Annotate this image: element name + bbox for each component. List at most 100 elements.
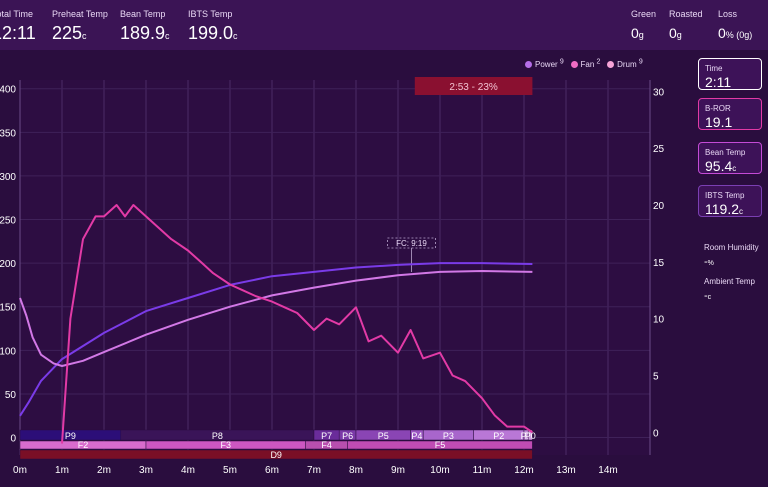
x-tick-label: 9m — [391, 465, 405, 476]
phase-label: F3 — [221, 440, 232, 450]
loss-value: 0 — [718, 25, 726, 41]
green-weight-stat: Green 0g — [631, 9, 656, 46]
x-tick-label: 13m — [556, 465, 575, 476]
preheat-temp-stat: Preheat Temp 225c — [52, 9, 108, 47]
room-humidity-label: Room Humidity — [704, 243, 759, 252]
loss-stat: Loss 0% (0g) — [718, 9, 752, 46]
phase-label: P2 — [493, 431, 504, 441]
bean-temp-card-unit: c — [732, 164, 737, 173]
b-ror-card-label: B-ROR — [705, 104, 731, 113]
phase-label: P4 — [411, 431, 422, 441]
preheat-temp-label: Preheat Temp — [52, 9, 108, 19]
y-right-tick-label: 10 — [653, 315, 665, 326]
y-left-tick-label: 350 — [0, 128, 16, 139]
time-card[interactable]: Time 2:11 — [698, 58, 762, 90]
b-ror-card-value: 19.1 — [705, 114, 733, 130]
bean-temp-card-value: 95.4 — [705, 158, 733, 174]
room-humidity-unit: % — [707, 260, 714, 267]
banner-bar — [414, 77, 533, 95]
roast-chart: 0m 1m 2m 3m 4m 5m 6m 7m 8m 9m 10m 11m 12m 13m 14m05010… — [0, 77, 665, 476]
x-tick-label: 4m — [181, 465, 195, 476]
bean-temp-card[interactable]: Bean Temp 95.4c — [698, 142, 762, 174]
series-line — [19, 270, 533, 367]
phase-label: P0 — [525, 431, 536, 441]
phase-segment — [19, 449, 533, 460]
roasted-weight-stat: Roasted 0g — [669, 9, 703, 46]
y-left-tick-label: 400 — [0, 85, 16, 96]
ibts-temp-label: IBTS Temp — [188, 9, 233, 19]
drum-dot-icon — [607, 61, 615, 69]
y-left-tick-label: 100 — [0, 346, 16, 357]
ibts-temp-card-value: 119.2 — [705, 201, 739, 217]
x-tick-label: 7m — [307, 465, 321, 476]
ibts-temp-value: 199.0 — [188, 23, 234, 43]
x-tick-label: 14m — [598, 465, 617, 476]
x-tick-label: 3m — [139, 465, 153, 476]
plot-background — [20, 80, 650, 455]
preheat-temp-unit: c — [82, 31, 87, 41]
legend-power-label: Power — [535, 59, 558, 69]
legend-power-value: 9 — [559, 58, 564, 65]
x-tick-label: 8m — [349, 465, 363, 476]
ibts-temp-unit: c — [233, 31, 238, 41]
green-weight-label: Green — [631, 9, 657, 19]
x-tick-label: 11m — [473, 465, 492, 476]
y-right-tick-label: 30 — [653, 87, 665, 98]
sidebar: Time 2:11 B-ROR 19.1 Bean Temp 95.4c IBT… — [692, 50, 768, 487]
legend-fan-value: 2 — [596, 58, 601, 65]
banner-text: 2:53 - 23% — [449, 82, 497, 93]
ambient-temp-value: - — [704, 290, 708, 302]
y-left-tick-label: 300 — [0, 172, 16, 183]
phase-label: F4 — [321, 440, 332, 450]
total-time-value: 12:11 — [0, 23, 36, 43]
y-left-tick-label: 250 — [0, 216, 16, 227]
roasted-weight-value: 0 — [669, 25, 677, 41]
series-line — [19, 262, 533, 417]
phase-label: P5 — [378, 431, 389, 441]
power-dot-icon — [525, 61, 532, 69]
ibts-temp-card[interactable]: IBTS Temp 119.2c — [698, 185, 762, 217]
x-tick-label: 10m — [430, 465, 449, 476]
legend-drum-label: Drum — [617, 59, 637, 69]
ibts-temp-card-label: IBTS Temp — [705, 191, 745, 200]
loss-label: Loss — [718, 9, 738, 19]
legend-power[interactable]: Power 9 — [525, 58, 564, 69]
roasted-weight-unit: g — [676, 30, 682, 40]
green-weight-unit: g — [638, 30, 644, 40]
b-ror-card[interactable]: B-ROR 19.1 — [698, 98, 762, 130]
y-right-tick-label: 25 — [653, 144, 665, 155]
bean-temp-value: 189.9 — [120, 23, 166, 43]
ambient-temp-label: Ambient Temp — [704, 277, 755, 286]
y-left-tick-label: 150 — [0, 303, 16, 314]
x-tick-label: 6m — [265, 465, 279, 476]
y-right-tick-label: 0 — [653, 428, 659, 439]
x-tick-label: 1m — [55, 465, 69, 476]
fan-dot-icon — [570, 61, 578, 69]
phase-label: P3 — [443, 431, 454, 441]
phase-label: F5 — [435, 440, 446, 450]
room-humidity-value: - — [704, 256, 708, 268]
bean-temp-unit: c — [165, 31, 170, 41]
legend-drum[interactable]: Drum 9 — [607, 58, 643, 69]
y-right-tick-label: 20 — [653, 201, 665, 212]
phase-label: P9 — [65, 431, 76, 441]
green-weight-value: 0 — [631, 25, 639, 41]
loss-unit: % (0g) — [725, 30, 753, 40]
bean-temp-card-label: Bean Temp — [705, 148, 746, 157]
legend-fan[interactable]: Fan 2 — [570, 58, 601, 69]
room-humidity: Room Humidity -% — [704, 243, 759, 268]
phase-segment — [347, 440, 533, 450]
phase-label: P8 — [212, 431, 223, 441]
preheat-temp-value: 225 — [52, 23, 83, 43]
y-left-tick-label: 50 — [5, 390, 17, 401]
phase-label: P1 — [521, 431, 532, 441]
time-card-label: Time — [705, 64, 723, 73]
phase-label: F2 — [78, 440, 89, 450]
bean-temp-stat: Bean Temp 189.9c — [120, 9, 170, 47]
total-time-stat: Total Time 12:11 — [0, 9, 36, 44]
bean-temp-label: Bean Temp — [120, 9, 166, 19]
x-tick-label: 0m — [13, 465, 27, 476]
phase-label: P6 — [342, 431, 353, 441]
fc-annotation-text: FC: 9:19 — [396, 239, 427, 248]
x-tick-label: 12m — [514, 465, 533, 476]
